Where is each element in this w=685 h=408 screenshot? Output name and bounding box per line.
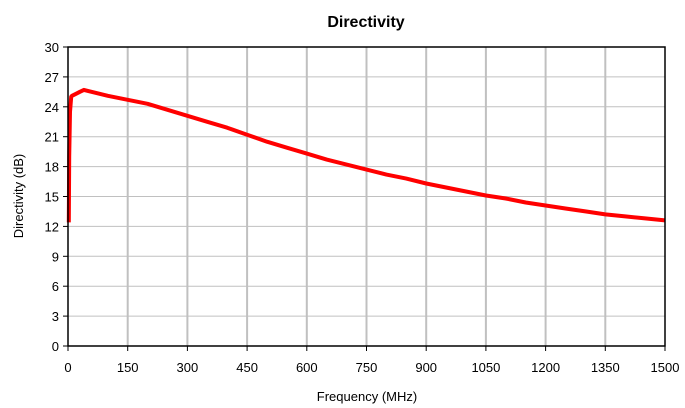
x-tick-label: 450 [236,360,258,375]
y-tick-label: 0 [52,339,59,354]
x-tick-label: 300 [177,360,199,375]
y-tick-label: 15 [45,190,59,205]
y-tick-label: 9 [52,249,59,264]
x-tick-label: 600 [296,360,318,375]
x-tick-label: 150 [117,360,139,375]
y-tick-label: 30 [45,40,59,55]
y-tick-label: 6 [52,279,59,294]
y-tick-label: 12 [45,219,59,234]
y-tick-label: 24 [45,100,59,115]
y-tick-label: 3 [52,309,59,324]
x-tick-label: 750 [356,360,378,375]
y-axis: 0 3 6 9 12 15 18 21 24 27 30 [45,40,68,354]
x-tick-label: 900 [415,360,437,375]
y-tick-label: 21 [45,130,59,145]
y-tick-label: 18 [45,160,59,175]
series-layer [66,87,666,223]
x-tick-label: 1500 [651,360,680,375]
y-tick-label: 27 [45,70,59,85]
horizontal-gridlines [68,76,665,317]
chart-title: Directivity [327,14,404,31]
plot-area [66,46,666,347]
directivity-series-line [66,87,666,223]
x-tick-label: 1200 [531,360,560,375]
x-tick-label: 1050 [471,360,500,375]
y-axis-label: Directivity (dB) [11,154,26,239]
x-tick-label: 0 [64,360,71,375]
x-axis-label: Frequency (MHz) [317,389,417,404]
x-axis: 0 150 300 450 600 750 900 1050 1200 1350 1500 [64,346,679,375]
x-tick-label: 1350 [591,360,620,375]
